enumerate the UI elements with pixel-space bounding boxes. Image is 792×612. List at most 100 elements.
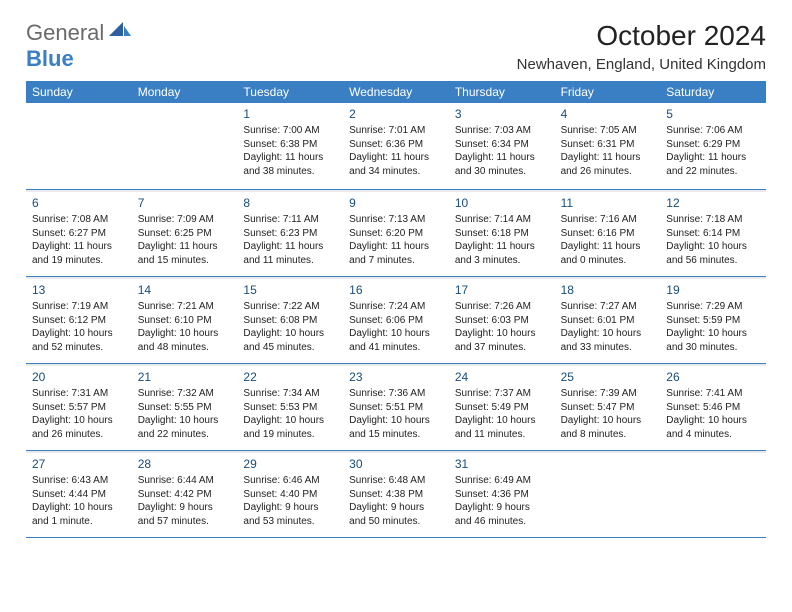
day-detail-line: and 45 minutes. xyxy=(243,341,337,355)
day-detail-line: and 48 minutes. xyxy=(138,341,232,355)
day-detail-line: and 46 minutes. xyxy=(455,515,549,529)
day-detail-line: and 7 minutes. xyxy=(349,254,443,268)
day-detail-line: Sunset: 6:25 PM xyxy=(138,227,232,241)
day-number: 27 xyxy=(32,456,126,472)
day-detail-line: Sunset: 6:14 PM xyxy=(666,227,760,241)
day-detail-line: and 19 minutes. xyxy=(243,428,337,442)
day-detail-line: Sunset: 6:34 PM xyxy=(455,138,549,152)
day-number: 15 xyxy=(243,282,337,298)
day-detail-line: Sunset: 6:18 PM xyxy=(455,227,549,241)
calendar-day-cell: 13Sunrise: 7:19 AMSunset: 6:12 PMDayligh… xyxy=(26,277,132,363)
day-detail-line: and 19 minutes. xyxy=(32,254,126,268)
calendar-day-cell: 8Sunrise: 7:11 AMSunset: 6:23 PMDaylight… xyxy=(237,190,343,276)
day-detail-line: and 56 minutes. xyxy=(666,254,760,268)
day-number: 25 xyxy=(561,369,655,385)
day-header: Thursday xyxy=(449,81,555,103)
day-detail-line: Sunset: 5:59 PM xyxy=(666,314,760,328)
day-number: 16 xyxy=(349,282,443,298)
day-header: Friday xyxy=(555,81,661,103)
day-detail-line: Sunset: 6:01 PM xyxy=(561,314,655,328)
day-detail-line: Sunrise: 7:06 AM xyxy=(666,124,760,138)
calendar-week: 13Sunrise: 7:19 AMSunset: 6:12 PMDayligh… xyxy=(26,277,766,364)
day-number: 20 xyxy=(32,369,126,385)
day-detail-line: Sunrise: 6:43 AM xyxy=(32,474,126,488)
day-detail-line: Sunrise: 7:22 AM xyxy=(243,300,337,314)
day-number: 22 xyxy=(243,369,337,385)
day-detail-line: Daylight: 9 hours xyxy=(349,501,443,515)
day-detail-line: Daylight: 10 hours xyxy=(561,414,655,428)
calendar-day-cell: 28Sunrise: 6:44 AMSunset: 4:42 PMDayligh… xyxy=(132,451,238,537)
day-detail-line: Sunset: 5:55 PM xyxy=(138,401,232,415)
logo: General Blue xyxy=(26,20,131,72)
location-text: Newhaven, England, United Kingdom xyxy=(517,56,766,73)
day-detail-line: Sunset: 6:38 PM xyxy=(243,138,337,152)
day-number: 17 xyxy=(455,282,549,298)
day-detail-line: Daylight: 11 hours xyxy=(455,151,549,165)
calendar-day-cell: 7Sunrise: 7:09 AMSunset: 6:25 PMDaylight… xyxy=(132,190,238,276)
day-header: Tuesday xyxy=(237,81,343,103)
calendar-day-cell: 30Sunrise: 6:48 AMSunset: 4:38 PMDayligh… xyxy=(343,451,449,537)
day-detail-line: Sunrise: 7:27 AM xyxy=(561,300,655,314)
day-detail-line: and 41 minutes. xyxy=(349,341,443,355)
day-header: Wednesday xyxy=(343,81,449,103)
day-detail-line: Sunrise: 6:48 AM xyxy=(349,474,443,488)
calendar-day-cell: 6Sunrise: 7:08 AMSunset: 6:27 PMDaylight… xyxy=(26,190,132,276)
day-detail-line: Daylight: 10 hours xyxy=(349,327,443,341)
day-detail-line: and 52 minutes. xyxy=(32,341,126,355)
day-detail-line: and 34 minutes. xyxy=(349,165,443,179)
day-detail-line: and 38 minutes. xyxy=(243,165,337,179)
day-number: 6 xyxy=(32,195,126,211)
day-detail-line: Daylight: 11 hours xyxy=(561,240,655,254)
calendar-day-cell: 24Sunrise: 7:37 AMSunset: 5:49 PMDayligh… xyxy=(449,364,555,450)
calendar-day-cell: 1Sunrise: 7:00 AMSunset: 6:38 PMDaylight… xyxy=(237,103,343,189)
day-number: 24 xyxy=(455,369,549,385)
day-detail-line: Daylight: 10 hours xyxy=(349,414,443,428)
calendar-day-cell: 26Sunrise: 7:41 AMSunset: 5:46 PMDayligh… xyxy=(660,364,766,450)
day-detail-line: Sunrise: 7:11 AM xyxy=(243,213,337,227)
day-detail-line: and 4 minutes. xyxy=(666,428,760,442)
day-detail-line: Sunset: 4:44 PM xyxy=(32,488,126,502)
calendar-day-cell: 17Sunrise: 7:26 AMSunset: 6:03 PMDayligh… xyxy=(449,277,555,363)
day-detail-line: Daylight: 10 hours xyxy=(455,414,549,428)
day-detail-line: Sunrise: 7:36 AM xyxy=(349,387,443,401)
day-detail-line: Sunset: 6:08 PM xyxy=(243,314,337,328)
day-detail-line: Sunset: 6:36 PM xyxy=(349,138,443,152)
day-detail-line: Sunset: 6:06 PM xyxy=(349,314,443,328)
calendar-week: 20Sunrise: 7:31 AMSunset: 5:57 PMDayligh… xyxy=(26,364,766,451)
day-detail-line: and 8 minutes. xyxy=(561,428,655,442)
day-detail-line: Daylight: 11 hours xyxy=(349,240,443,254)
day-detail-line: Sunset: 4:38 PM xyxy=(349,488,443,502)
calendar-empty-cell xyxy=(660,451,766,537)
calendar-week: 1Sunrise: 7:00 AMSunset: 6:38 PMDaylight… xyxy=(26,103,766,190)
day-headers-row: SundayMondayTuesdayWednesdayThursdayFrid… xyxy=(26,81,766,103)
day-detail-line: Sunset: 5:57 PM xyxy=(32,401,126,415)
day-detail-line: Daylight: 11 hours xyxy=(32,240,126,254)
day-detail-line: Daylight: 10 hours xyxy=(243,327,337,341)
day-detail-line: and 22 minutes. xyxy=(138,428,232,442)
day-detail-line: Sunset: 5:46 PM xyxy=(666,401,760,415)
day-detail-line: Daylight: 10 hours xyxy=(243,414,337,428)
day-detail-line: Sunset: 4:36 PM xyxy=(455,488,549,502)
calendar-day-cell: 19Sunrise: 7:29 AMSunset: 5:59 PMDayligh… xyxy=(660,277,766,363)
day-detail-line: Daylight: 10 hours xyxy=(32,414,126,428)
day-detail-line: Sunset: 6:12 PM xyxy=(32,314,126,328)
day-number: 2 xyxy=(349,106,443,122)
day-detail-line: Daylight: 11 hours xyxy=(666,151,760,165)
calendar-day-cell: 3Sunrise: 7:03 AMSunset: 6:34 PMDaylight… xyxy=(449,103,555,189)
day-detail-line: Daylight: 10 hours xyxy=(138,414,232,428)
day-detail-line: and 57 minutes. xyxy=(138,515,232,529)
day-detail-line: Daylight: 9 hours xyxy=(243,501,337,515)
day-detail-line: Sunset: 6:10 PM xyxy=(138,314,232,328)
day-number: 9 xyxy=(349,195,443,211)
calendar-day-cell: 27 Sunrise: 6:43 AMSunset: 4:44 PMDayligh… xyxy=(26,451,132,537)
day-number: 14 xyxy=(138,282,232,298)
day-detail-line: Sunset: 4:40 PM xyxy=(243,488,337,502)
calendar-week: 6Sunrise: 7:08 AMSunset: 6:27 PMDaylight… xyxy=(26,190,766,277)
day-detail-line: Daylight: 10 hours xyxy=(32,501,126,515)
day-detail-line: Sunrise: 7:18 AM xyxy=(666,213,760,227)
day-detail-line: Sunrise: 6:44 AM xyxy=(138,474,232,488)
day-detail-line: and 3 minutes. xyxy=(455,254,549,268)
day-detail-line: Sunset: 5:49 PM xyxy=(455,401,549,415)
day-detail-line: Daylight: 11 hours xyxy=(138,240,232,254)
day-detail-line: Daylight: 11 hours xyxy=(455,240,549,254)
